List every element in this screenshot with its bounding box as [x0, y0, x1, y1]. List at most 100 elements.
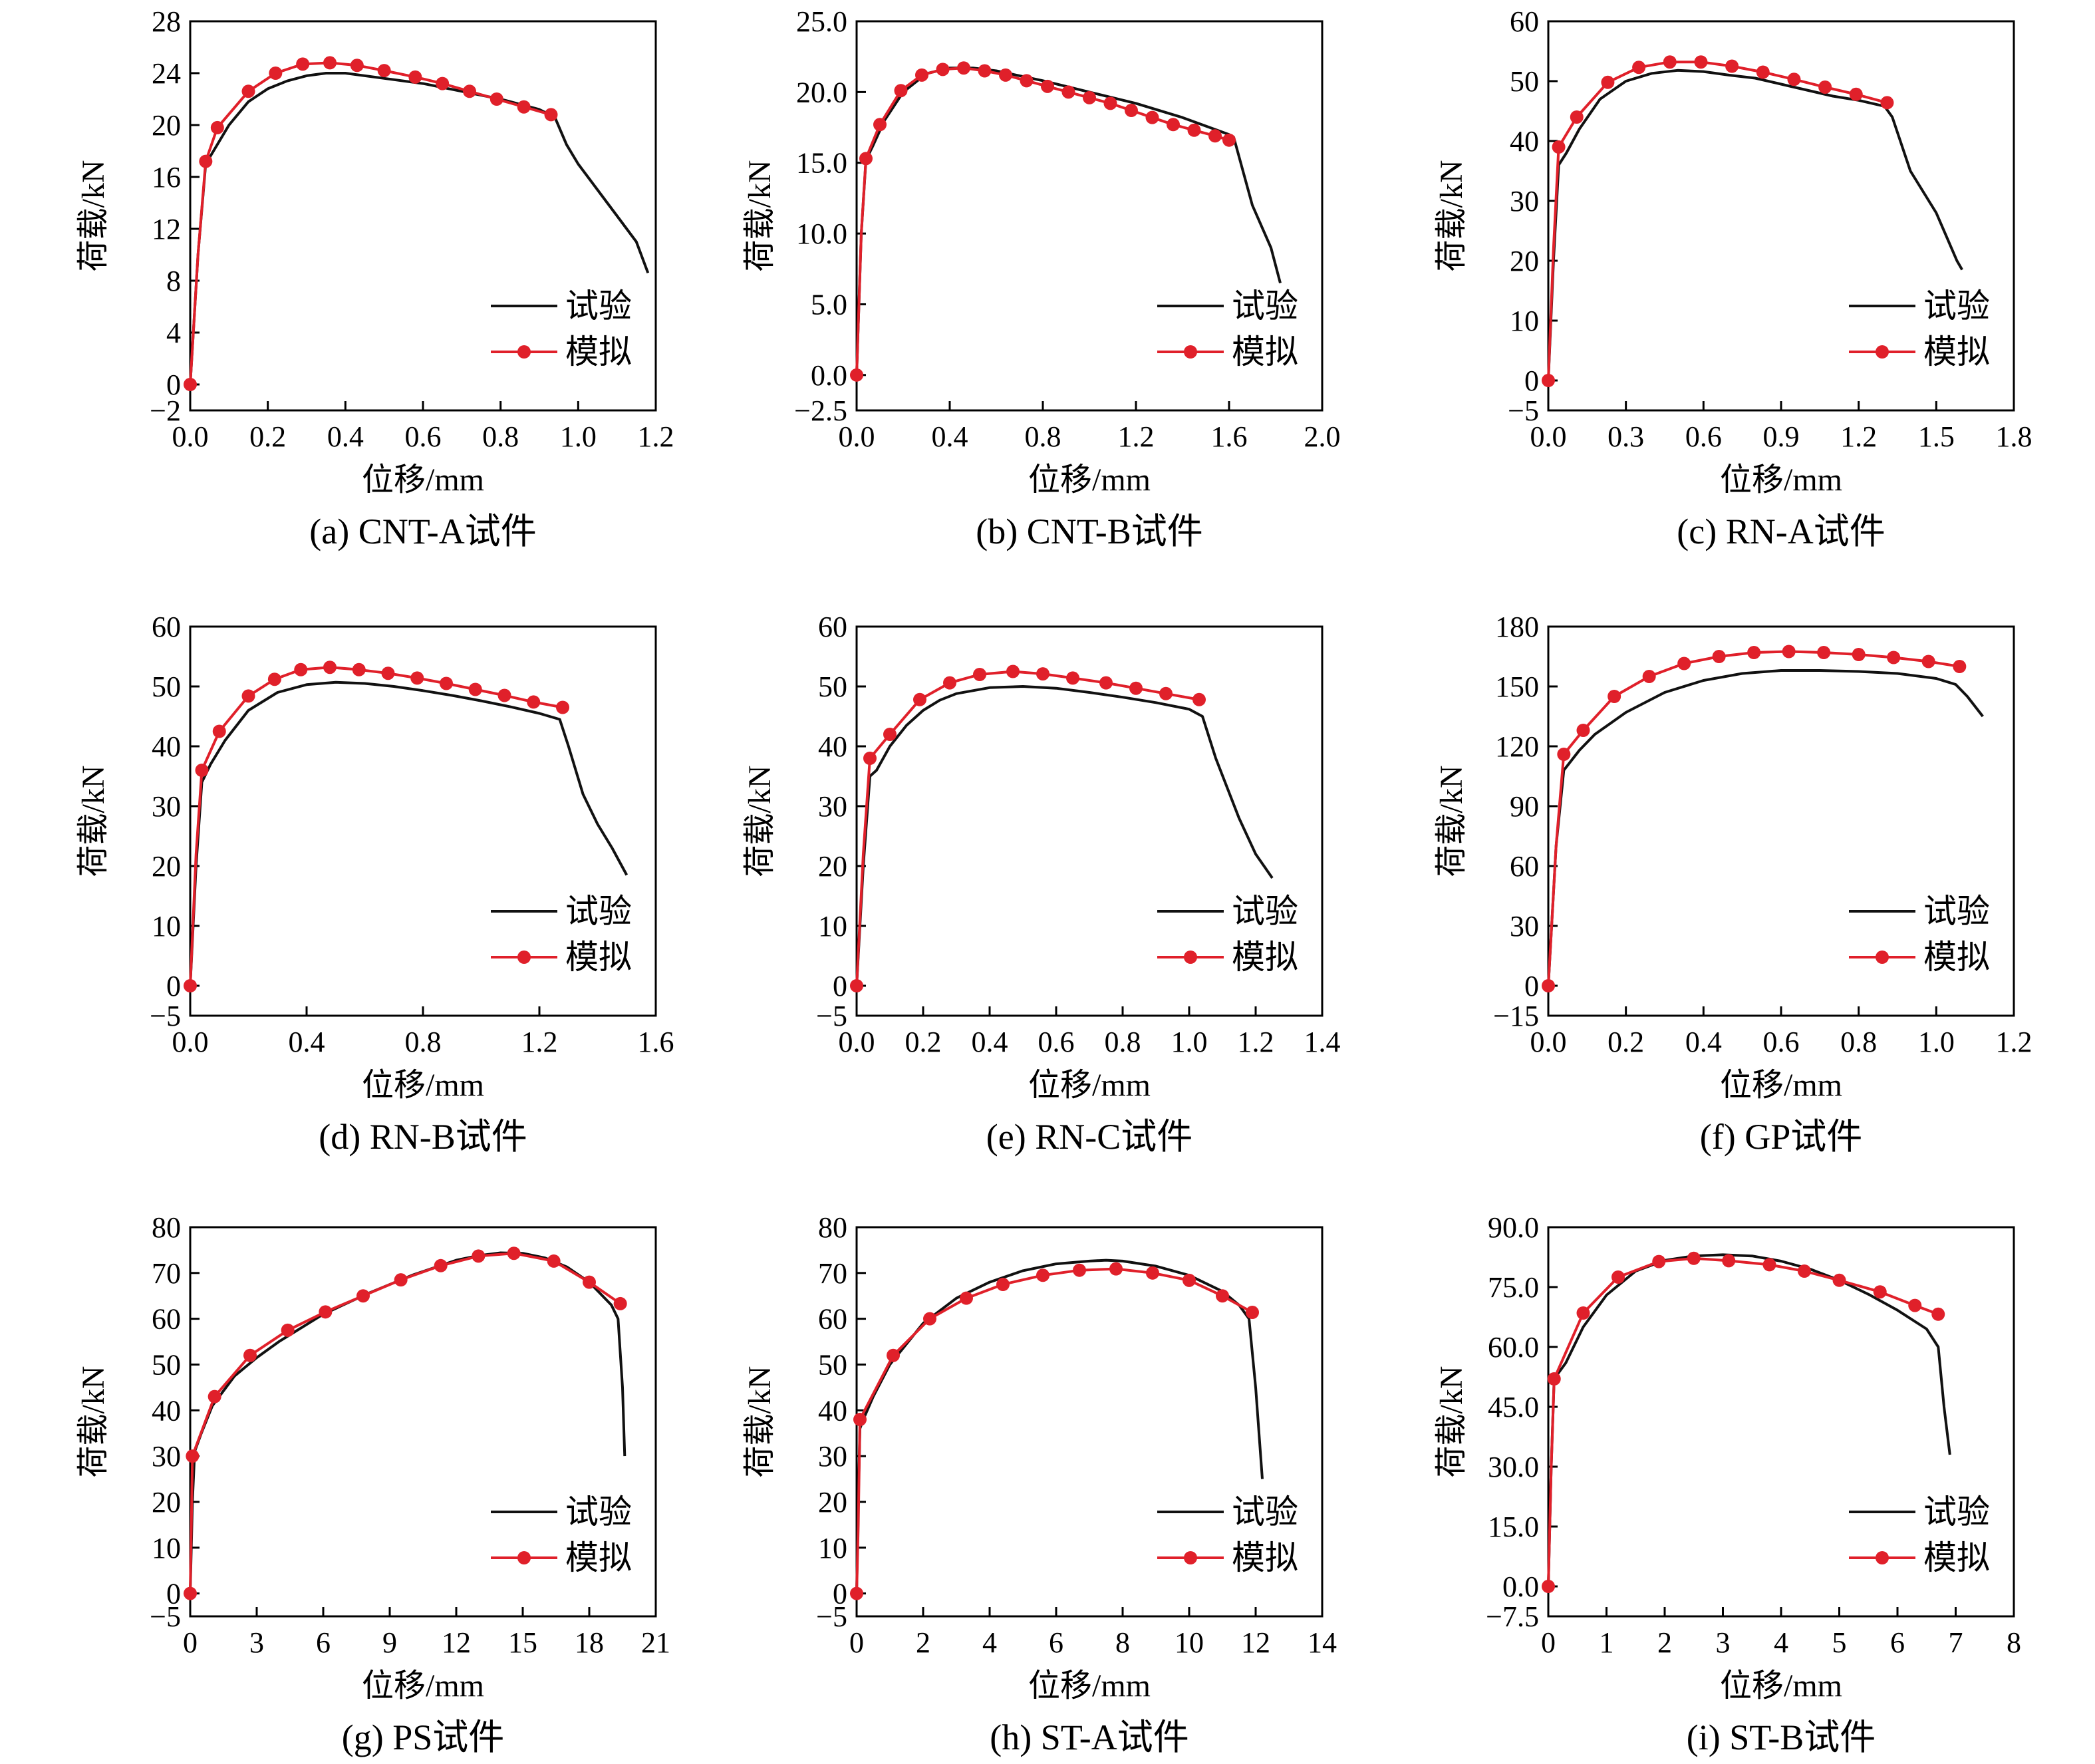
sim-marker [323, 56, 337, 70]
y-tick-label: 75.0 [1488, 1271, 1539, 1304]
y-tick-label: 60 [818, 611, 847, 643]
sim-marker [1756, 65, 1770, 79]
x-tick-label: 7 [1949, 1626, 1963, 1659]
sim-marker [1159, 686, 1173, 700]
sim-marker [850, 979, 863, 992]
legend-sim-marker [517, 345, 531, 359]
y-tick-label: 0 [166, 368, 181, 401]
sim-marker [1722, 1254, 1736, 1268]
x-tick-label: 0 [849, 1626, 864, 1659]
y-tick-label: 80 [818, 1211, 847, 1244]
sim-marker [1570, 110, 1584, 124]
y-tick-label: −2 [150, 394, 181, 427]
y-tick-label: −5 [1508, 394, 1539, 427]
sim-marker [527, 695, 541, 709]
sim-marker [1677, 657, 1691, 670]
sim-marker [184, 378, 197, 391]
legend-test-label: 试验 [1923, 893, 1990, 930]
plot-frame [855, 625, 1324, 1017]
y-tick-label: −7.5 [1486, 1600, 1539, 1633]
sim-marker [1109, 1262, 1123, 1276]
legend-test-label: 试验 [1923, 287, 1990, 325]
x-tick-label: 18 [575, 1626, 604, 1659]
sim-curve [189, 61, 552, 385]
x-tick-label: 12 [1241, 1626, 1270, 1659]
legend-sim-label: 模拟 [1232, 333, 1298, 370]
panel-caption: (a) CNT-A试件 [309, 512, 536, 551]
y-tick-label: 150 [1495, 670, 1539, 703]
sim-marker [863, 752, 877, 765]
sim-marker [850, 1586, 863, 1600]
sim-marker [544, 108, 558, 122]
panel-i: 0 1 2 3 4 5 6 7 8 −7.50.0 15.0 30.0 45.0 60.0 75.0 90.0… [1434, 1211, 2021, 1757]
sim-marker [281, 1323, 295, 1337]
y-tick-label: 80 [152, 1211, 181, 1244]
sim-marker [1073, 1263, 1086, 1277]
x-tick-label: 0.9 [1763, 420, 1800, 453]
legend-sim-marker [1876, 1551, 1889, 1564]
y-tick-label: 50 [152, 670, 181, 703]
y-tick-label: 24 [152, 57, 181, 90]
y-tick-label: 20 [152, 1486, 181, 1519]
y-tick-label: −5 [816, 1000, 847, 1032]
y-tick-label: 0 [1524, 365, 1539, 397]
sim-marker [1762, 1258, 1776, 1272]
sim-marker [507, 1247, 521, 1260]
sim-marker [410, 671, 424, 685]
y-tick-label: 5.0 [811, 288, 847, 321]
y-tick-label: 20.0 [796, 76, 847, 108]
x-tick-label: 0.4 [289, 1026, 325, 1058]
legend-test-label: 试验 [1232, 287, 1298, 325]
sim-marker [1006, 664, 1020, 678]
y-tick-label: 60 [818, 1303, 847, 1336]
x-tick-label: 1 [1600, 1626, 1614, 1659]
y-tick-label: 30 [818, 1440, 847, 1473]
y-tick-label: 70 [152, 1257, 181, 1290]
y-tick-label: −5 [816, 1600, 847, 1633]
y-tick-label: 8 [166, 265, 181, 297]
legend-sim-marker [1876, 345, 1889, 359]
sim-marker [294, 662, 308, 676]
y-tick-label: 10 [1510, 305, 1539, 337]
sim-marker [434, 1258, 448, 1272]
sim-marker [497, 688, 511, 702]
y-tick-label: 16 [152, 161, 181, 194]
y-tick-label: 30 [818, 790, 847, 823]
sim-marker [1607, 690, 1621, 703]
sim-marker [883, 728, 897, 741]
y-tick-label: 90 [1510, 790, 1539, 823]
x-tick-label: 2 [1657, 1626, 1672, 1659]
sim-curve [189, 1252, 621, 1594]
x-tick-label: 1.8 [1996, 420, 2032, 453]
y-tick-label: 10 [152, 910, 181, 943]
sim-marker [1632, 61, 1646, 74]
test-curve [855, 1258, 1264, 1594]
x-tick-label: 1.0 [1918, 1026, 1955, 1058]
sim-marker [1931, 1307, 1945, 1321]
x-tick-label: 0.0 [172, 420, 209, 453]
y-axis-label: 荷载/kN [1434, 160, 1469, 271]
sim-marker [1798, 1264, 1811, 1278]
sim-marker [408, 70, 422, 84]
x-tick-label: 1.2 [1840, 420, 1877, 453]
sim-marker [1576, 1306, 1590, 1320]
panel-d: 0.0 0.4 0.8 1.2 1.6 −50 10 20 30 40 50 60 位移/mm 荷载/kN… [76, 611, 674, 1157]
test-curve [189, 72, 650, 385]
test-curve [1547, 69, 1963, 381]
x-tick-label: 10 [1175, 1626, 1204, 1659]
sim-marker [1183, 1273, 1196, 1287]
sim-marker [195, 764, 209, 777]
panel-h: 0 2 4 6 8 10 12 14 −50 10 20 30 40 50 60 70 80 位移/mm 荷载/kN… [742, 1211, 1337, 1757]
sim-curve [855, 670, 1200, 986]
sim-marker [1246, 1306, 1259, 1320]
sim-marker [1852, 648, 1866, 661]
x-axis-label: 位移/mm [1028, 1068, 1151, 1103]
x-tick-label: 0.8 [1105, 1026, 1141, 1058]
y-tick-label: 0 [166, 1578, 181, 1610]
sim-marker [1663, 55, 1677, 69]
test-curve [189, 680, 628, 986]
sim-marker [613, 1296, 627, 1310]
x-axis-label: 位移/mm [1720, 1668, 1842, 1703]
x-tick-label: 1.2 [638, 420, 674, 453]
x-tick-label: 0.0 [172, 1026, 209, 1058]
